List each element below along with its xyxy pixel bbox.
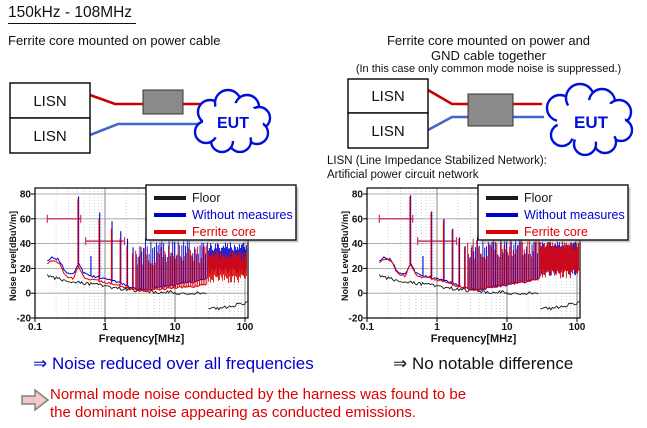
legend-label: Without measures — [192, 208, 293, 222]
svg-text:0: 0 — [25, 289, 31, 300]
svg-text:Frequency[MHz]: Frequency[MHz] — [431, 333, 517, 345]
footnote-line2: the dominant noise appearing as conducte… — [50, 404, 417, 421]
legend-label: Floor — [524, 191, 552, 205]
lisn-box-top — [347, 78, 429, 114]
svg-text:0: 0 — [357, 289, 363, 300]
legend-label: Floor — [192, 191, 220, 205]
lisn-label-top: LISN — [371, 88, 404, 105]
eut-label: EUT — [217, 115, 249, 132]
svg-text:Noise Level[dBuV/m]: Noise Level[dBuV/m] — [340, 211, 350, 301]
right-diagram: LISN LISN EUT — [347, 78, 634, 156]
svg-text:0.1: 0.1 — [360, 322, 374, 333]
lisn-label-top: LISN — [33, 93, 66, 110]
right-conclusion: ⇒ No notable difference — [393, 354, 574, 373]
block-arrow-icon — [21, 388, 50, 412]
lisn-note-line2: Artificial power circuit network — [327, 168, 479, 181]
eut-cloud: EUT — [545, 82, 634, 156]
gnd-wire-blue — [89, 122, 206, 137]
svg-text:40: 40 — [352, 239, 364, 250]
left-emission-chart: 0.1 1 10 100 80 60 40 20 0 -20 Frequency[MHz] Noise… — [8, 184, 299, 345]
svg-text:1: 1 — [434, 322, 440, 333]
lisn-box-bottom — [347, 112, 429, 149]
right-emission-chart: 0.1 1 10 100 80 60 40 20 0 -20 Frequency[MHz] Noise… — [340, 184, 631, 345]
legend-label: Ferrite core — [192, 225, 256, 239]
svg-text:Frequency[MHz]: Frequency[MHz] — [99, 333, 185, 345]
legend-label: Without measures — [524, 208, 625, 222]
footnote-line1: Normal mode noise conducted by the harne… — [50, 386, 467, 403]
left-conclusion: ⇒ Noise reduced over all frequencies — [33, 354, 314, 373]
svg-text:1: 1 — [102, 322, 108, 333]
svg-text:Noise Level[dBuV/m]: Noise Level[dBuV/m] — [8, 211, 18, 301]
right-caption: Ferrite core mounted on power and GND ca… — [330, 33, 647, 76]
svg-text:20: 20 — [20, 264, 32, 275]
svg-text:60: 60 — [20, 214, 32, 225]
svg-text:-20: -20 — [17, 314, 32, 325]
svg-text:0.1: 0.1 — [28, 322, 42, 333]
eut-cloud: EUT — [193, 88, 272, 154]
lisn-label-bottom: LISN — [371, 123, 404, 140]
svg-text:20: 20 — [352, 264, 364, 275]
svg-text:80: 80 — [352, 190, 364, 201]
ferrite-core-box — [467, 93, 514, 127]
eut-label: EUT — [574, 113, 609, 132]
svg-text:-20: -20 — [349, 314, 364, 325]
svg-text:40: 40 — [20, 239, 32, 250]
svg-text:100: 100 — [237, 322, 254, 333]
lisn-note-line1: LISN (Line Impedance Stabilized Network)… — [327, 155, 547, 167]
svg-text:10: 10 — [169, 322, 181, 333]
left-diagram: LISN LISN EUT — [9, 82, 272, 154]
svg-text:10: 10 — [501, 322, 513, 333]
svg-text:60: 60 — [352, 214, 364, 225]
page-title: 150kHz - 108MHz — [8, 4, 137, 24]
lisn-box-top — [9, 82, 91, 119]
lisn-box-bottom — [9, 117, 91, 154]
right-caption-line1: Ferrite core mounted on power and — [386, 33, 591, 48]
legend-label: Ferrite core — [524, 225, 588, 239]
lisn-label-bottom: LISN — [33, 128, 66, 145]
svg-text:80: 80 — [20, 190, 32, 201]
right-caption-note: (In this case only common mode noise is … — [355, 63, 622, 75]
lisn-definition-note: LISN (Line Impedance Stabilized Network)… — [327, 155, 547, 182]
left-caption: Ferrite core mounted on power cable — [8, 33, 221, 48]
right-caption-line2: GND cable together — [431, 48, 546, 63]
ferrite-core-box — [142, 89, 184, 115]
svg-text:100: 100 — [569, 322, 586, 333]
